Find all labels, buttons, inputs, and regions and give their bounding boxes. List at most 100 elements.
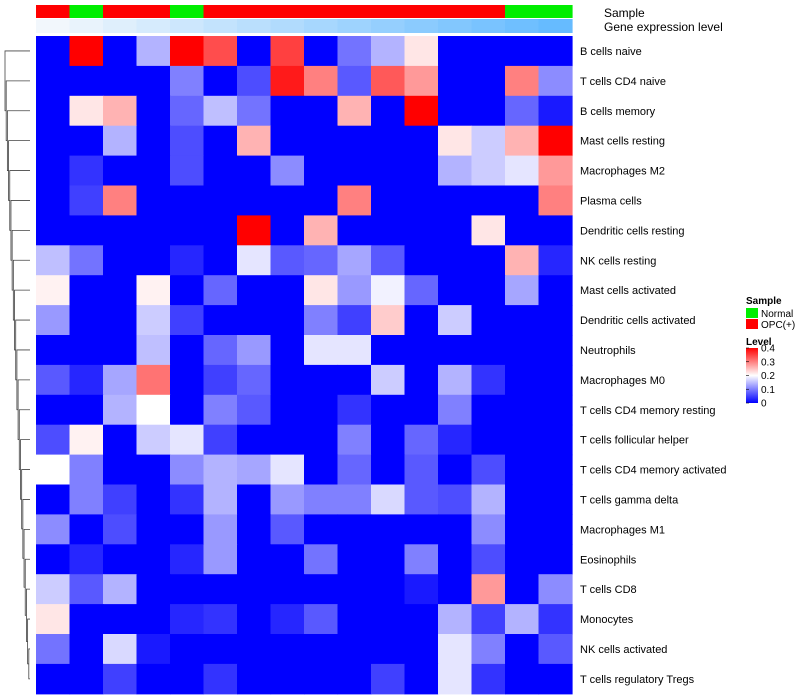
heatmap-cell [304, 305, 339, 336]
sample-annotation-cell [337, 5, 372, 18]
heatmap-cell [270, 215, 305, 246]
heatmap-cell [371, 364, 406, 396]
heatmap-cell [270, 305, 305, 336]
heatmap-cell [237, 424, 272, 456]
heatmap-cell [337, 364, 372, 396]
heatmap-cell [170, 484, 205, 515]
heatmap-cell [505, 65, 540, 97]
heatmap-cell [270, 663, 305, 695]
heatmap-cell [438, 155, 473, 187]
heatmap-cell [538, 305, 573, 336]
heatmap-cell [270, 36, 305, 67]
heatmap-cell [203, 335, 238, 366]
row-label: Mast cells resting [580, 136, 665, 148]
heatmap-cell [505, 634, 540, 665]
heatmap-cell [404, 185, 439, 216]
heatmap-cell [337, 125, 372, 157]
heatmap-cell [69, 125, 104, 157]
heatmap-cell [270, 155, 305, 187]
sample-annotation-cell [103, 5, 138, 18]
dendrogram-branch [10, 200, 30, 261]
expression-annotation-cell [438, 19, 473, 33]
sample-legend-title: Sample [746, 296, 782, 307]
heatmap-cell [203, 514, 238, 545]
expression-annotation-cell [538, 19, 573, 33]
heatmap-cell [538, 125, 573, 157]
heatmap-cell [237, 275, 272, 306]
heatmap-cell [69, 544, 104, 575]
heatmap-cell [69, 394, 104, 426]
heatmap-cell [438, 634, 473, 665]
row-label: NK cells resting [580, 255, 656, 267]
heatmap-cell [471, 544, 506, 575]
heatmap-cell [404, 604, 439, 635]
heatmap-cell [69, 305, 104, 336]
heatmap-cell [538, 155, 573, 187]
heatmap-cell [203, 36, 238, 67]
expression-annotation-cell [505, 19, 540, 33]
heatmap-cell [36, 275, 71, 306]
heatmap-cell [203, 155, 238, 187]
heatmap-cell [103, 155, 138, 187]
expression-annotation-cell [170, 19, 205, 33]
heatmap-cell [538, 484, 573, 515]
heatmap-cell [69, 364, 104, 396]
heatmap-cell [505, 364, 540, 396]
sample-annotation-cell [36, 5, 71, 18]
heatmap-cell [304, 484, 339, 515]
heatmap-cell [337, 215, 372, 246]
legend-entry-label: Normal [761, 309, 793, 320]
heatmap-cell [371, 305, 406, 336]
heatmap-cell [136, 634, 171, 665]
heatmap-cell [170, 514, 205, 545]
heatmap-cell [136, 574, 171, 605]
heatmap-cell [505, 454, 540, 486]
sample-annotation-cell [304, 5, 339, 18]
heatmap-cell [438, 484, 473, 515]
heatmap-cell [203, 484, 238, 515]
heatmap-cell [404, 335, 439, 366]
heatmap-cell [69, 185, 104, 216]
heatmap-cell [237, 245, 272, 276]
heatmap-cell [404, 514, 439, 545]
heatmap-cell [103, 634, 138, 665]
heatmap-cell [136, 394, 171, 426]
heatmap-cell [337, 185, 372, 216]
heatmap-cell [170, 634, 205, 665]
heatmap-cell [203, 364, 238, 396]
heatmap-cell [270, 185, 305, 216]
heatmap-cell [538, 544, 573, 575]
heatmap-cell [438, 394, 473, 426]
heatmap-cell [36, 484, 71, 515]
heatmap-cell [471, 574, 506, 605]
heatmap-cell [438, 185, 473, 216]
dendrogram-branch [8, 140, 30, 201]
level-legend-title: Level [746, 337, 772, 348]
heatmap-cell [371, 514, 406, 545]
heatmap-cell [505, 604, 540, 635]
heatmap-cell [69, 245, 104, 276]
heatmap-cell [237, 484, 272, 515]
heatmap-cell [203, 245, 238, 276]
heatmap-cell [36, 663, 71, 695]
heatmap-cell [36, 215, 71, 246]
heatmap-cell [471, 36, 506, 67]
heatmap-cell [337, 663, 372, 695]
heatmap-cell [538, 185, 573, 216]
heatmap-cell [438, 95, 473, 127]
heatmap-cell [538, 335, 573, 366]
row-label: T cells gamma delta [580, 494, 679, 506]
heatmap-cell [270, 544, 305, 575]
heatmap-cell [404, 36, 439, 67]
heatmap-cell [538, 574, 573, 605]
heatmap-cell [438, 125, 473, 157]
heatmap-cell [538, 454, 573, 486]
heatmap-cell [505, 245, 540, 276]
heatmap-cell [538, 215, 573, 246]
heatmap-cell [203, 185, 238, 216]
heatmap-cell [404, 95, 439, 127]
heatmap-cell [237, 394, 272, 426]
heatmap-cell [237, 634, 272, 665]
heatmap-cell [337, 155, 372, 187]
heatmap-cell [538, 65, 573, 97]
